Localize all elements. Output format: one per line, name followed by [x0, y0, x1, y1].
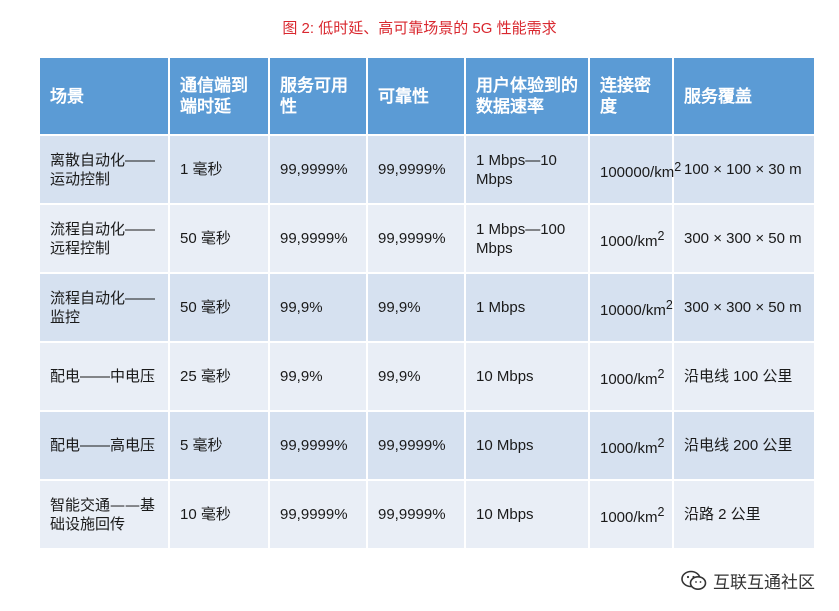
header-reliability: 可靠性: [368, 58, 464, 134]
cell-data-rate: 1 Mbps—10 Mbps: [466, 136, 588, 203]
table-row: 流程自动化——远程控制 50 毫秒 99,9999% 99,9999% 1 Mb…: [40, 205, 814, 272]
table-row: 配电——高电压 5 毫秒 99,9999% 99,9999% 10 Mbps 1…: [40, 412, 814, 479]
table-row: 离散自动化——运动控制 1 毫秒 99,9999% 99,9999% 1 Mbp…: [40, 136, 814, 203]
cell-data-rate: 10 Mbps: [466, 412, 588, 479]
watermark-text: 互联互通社区: [713, 573, 815, 592]
cell-reliability: 99,9%: [368, 274, 464, 341]
density-value: 10000/km: [600, 301, 666, 319]
header-row: 场景 通信端到端时延 服务可用性 可靠性 用户体验到的数据速率 连接密度 服务覆…: [40, 58, 814, 134]
cell-reliability: 99,9%: [368, 343, 464, 410]
cell-coverage: 300 × 300 × 50 m: [674, 205, 814, 272]
density-exponent: 2: [665, 297, 673, 312]
cell-scenario: 离散自动化——运动控制: [40, 136, 168, 203]
wechat-icon: [681, 570, 707, 592]
density-value: 100000/km: [600, 163, 675, 181]
cell-latency: 50 毫秒: [170, 205, 268, 272]
density-exponent: 2: [657, 366, 665, 381]
density-exponent: 2: [657, 504, 665, 519]
table-row: 流程自动化——监控 50 毫秒 99,9% 99,9% 1 Mbps 10000…: [40, 274, 814, 341]
cell-coverage: 300 × 300 × 50 m: [674, 274, 814, 341]
density-exponent: 2: [657, 228, 665, 243]
cell-reliability: 99,9999%: [368, 412, 464, 479]
density-value: 1000/km: [600, 232, 658, 250]
cell-latency: 10 毫秒: [170, 481, 268, 548]
table-row: 智能交通——基础设施回传 10 毫秒 99,9999% 99,9999% 10 …: [40, 481, 814, 548]
requirements-table: 场景 通信端到端时延 服务可用性 可靠性 用户体验到的数据速率 连接密度 服务覆…: [38, 56, 816, 550]
cell-scenario: 智能交通——基础设施回传: [40, 481, 168, 548]
cell-latency: 50 毫秒: [170, 274, 268, 341]
cell-scenario: 配电——中电压: [40, 343, 168, 410]
header-latency: 通信端到端时延: [170, 58, 268, 134]
cell-data-rate: 10 Mbps: [466, 481, 588, 548]
cell-density: 1000/km2: [590, 343, 672, 410]
cell-coverage: 沿电线 100 公里: [674, 343, 814, 410]
cell-density: 10000/km2: [590, 274, 673, 341]
cell-latency: 5 毫秒: [170, 412, 268, 479]
header-data-rate: 用户体验到的数据速率: [466, 58, 588, 134]
density-exponent: 2: [674, 159, 682, 174]
cell-data-rate: 1 Mbps—100 Mbps: [466, 205, 588, 272]
density-value: 1000/km: [600, 508, 658, 526]
cell-coverage: 100 × 100 × 30 m: [674, 136, 814, 203]
header-coverage: 服务覆盖: [674, 58, 814, 134]
cell-data-rate: 10 Mbps: [466, 343, 588, 410]
header-density: 连接密度: [590, 58, 672, 134]
table-row: 配电——中电压 25 毫秒 99,9% 99,9% 10 Mbps 1000/k…: [40, 343, 814, 410]
density-value: 1000/km: [600, 370, 658, 388]
cell-scenario: 配电——高电压: [40, 412, 168, 479]
header-scenario: 场景: [40, 58, 168, 134]
cell-availability: 99,9%: [270, 343, 366, 410]
header-availability: 服务可用性: [270, 58, 366, 134]
cell-latency: 1 毫秒: [170, 136, 268, 203]
density-value: 1000/km: [600, 439, 658, 457]
figure-caption: 图 2: 低时延、高可靠场景的 5G 性能需求: [282, 20, 557, 37]
cell-coverage: 沿路 2 公里: [674, 481, 814, 548]
cell-availability: 99,9999%: [270, 481, 366, 548]
cell-density: 1000/km2: [590, 412, 672, 479]
cell-reliability: 99,9999%: [368, 205, 464, 272]
cell-density: 1000/km2: [590, 481, 672, 548]
cell-coverage: 沿电线 200 公里: [674, 412, 814, 479]
density-exponent: 2: [657, 435, 665, 450]
cell-latency: 25 毫秒: [170, 343, 268, 410]
cell-reliability: 99,9999%: [368, 481, 464, 548]
cell-availability: 99,9999%: [270, 412, 366, 479]
cell-availability: 99,9999%: [270, 136, 366, 203]
cell-scenario: 流程自动化——远程控制: [40, 205, 168, 272]
cell-density: 1000/km2: [590, 205, 672, 272]
cell-data-rate: 1 Mbps: [466, 274, 588, 341]
cell-scenario: 流程自动化——监控: [40, 274, 168, 341]
watermark: 互联互通社区: [681, 568, 815, 593]
cell-density: 100000/km2: [590, 136, 681, 203]
cell-availability: 99,9%: [270, 274, 366, 341]
cell-reliability: 99,9999%: [368, 136, 464, 203]
cell-availability: 99,9999%: [270, 205, 366, 272]
